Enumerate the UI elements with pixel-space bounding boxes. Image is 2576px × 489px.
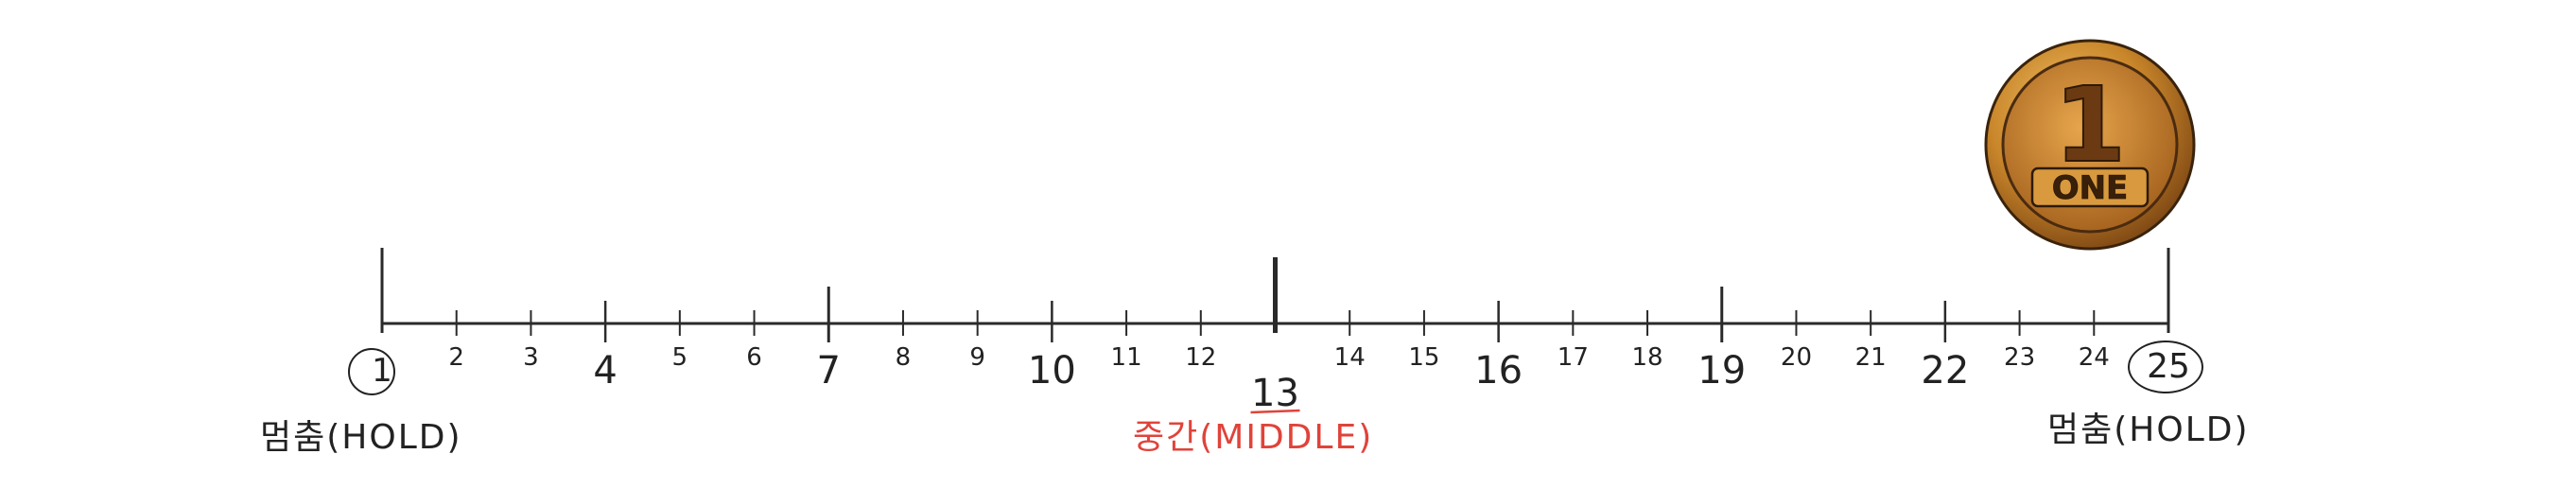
tick-label: 12 — [1185, 343, 1217, 372]
end-circle — [2128, 341, 2203, 393]
tick-label: 19 — [1697, 349, 1747, 393]
tick-label: 15 — [1408, 343, 1440, 372]
end-hold-label: 멈춤(HOLD) — [2047, 410, 2250, 449]
tick-label: 5 — [671, 343, 688, 372]
tick-label: 24 — [2078, 343, 2110, 372]
tick-label: 9 — [969, 343, 985, 372]
tick-label: 6 — [746, 343, 762, 372]
start-hold-label: 멈춤(HOLD) — [260, 418, 462, 457]
start-circle — [348, 348, 395, 395]
gold-coin-icon: 1 ONE — [1984, 39, 2196, 251]
tick-label: 18 — [1631, 343, 1663, 372]
middle-underline — [1250, 409, 1300, 414]
svg-text:1: 1 — [2054, 64, 2127, 185]
tick-label: 2 — [448, 343, 464, 372]
tick-label: 22 — [1921, 349, 1970, 393]
tick-label: 14 — [1333, 343, 1366, 372]
tick-label: 11 — [1110, 343, 1142, 372]
tick-label: 13 — [1251, 372, 1299, 415]
svg-text:ONE: ONE — [2052, 169, 2129, 207]
tick-label: 10 — [1027, 349, 1076, 393]
tick-label: 21 — [1854, 343, 1887, 372]
tick-label: 17 — [1557, 343, 1589, 372]
tick-label: 16 — [1474, 349, 1523, 393]
tick-label: 20 — [1780, 343, 1812, 372]
middle-label: 중간(MIDDLE) — [1133, 418, 1374, 457]
tick-label: 8 — [895, 343, 912, 372]
tick-label: 4 — [593, 349, 618, 393]
tick-label: 23 — [2004, 343, 2036, 372]
tick-label: 7 — [816, 349, 841, 393]
tick-label: 3 — [523, 343, 539, 372]
